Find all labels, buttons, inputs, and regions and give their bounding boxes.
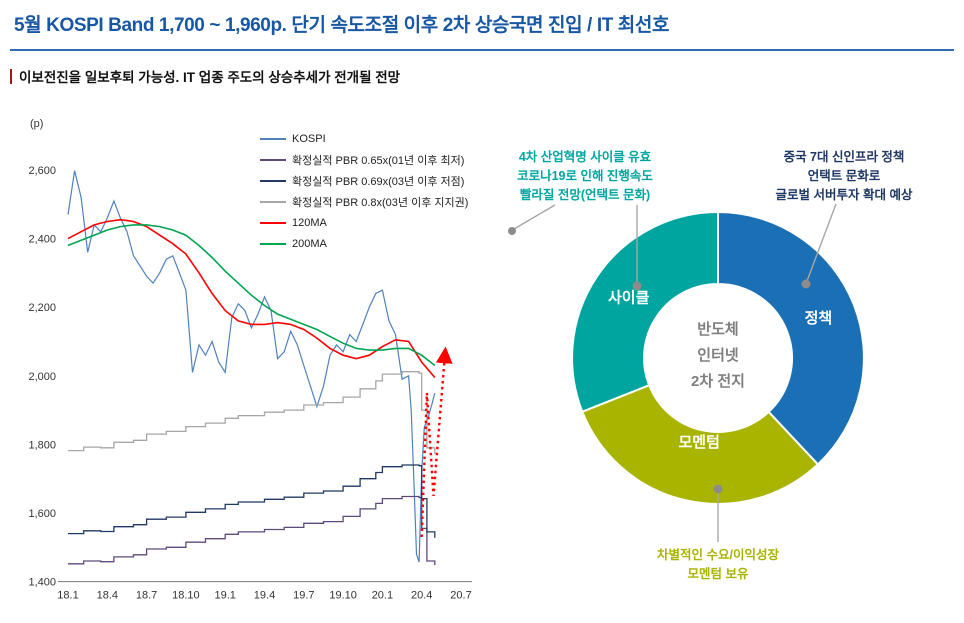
annotation-policy: 중국 7대 신인프라 정책 언택트 문화로 글로벌 서버투자 확대 예상 [775, 150, 913, 202]
series-line-1 [68, 495, 436, 566]
x-tick-label: 19.1 [214, 590, 235, 602]
donut-segment-label-momentum: 모멘텀 [678, 433, 719, 451]
x-tick-label: 18.1 [57, 590, 78, 602]
legend-label: 확정실적 PBR 0.8x(03년 이후 지지권) [292, 196, 469, 209]
leader-dot-cycle [632, 281, 642, 291]
subtitle-row: 이보전진을 일보후퇴 가능성. IT 업종 주도의 상승추세가 전개될 전망 [10, 66, 400, 86]
donut-segment-label-cycle: 사이클 [608, 289, 650, 306]
y-tick-label: 1,800 [28, 439, 56, 451]
x-tick-label: 20.7 [450, 590, 471, 602]
legend-label: 확정실적 PBR 0.69x(03년 이후 저점) [292, 175, 465, 188]
leader-line-policy [806, 203, 837, 282]
x-tick-label: 20.1 [372, 590, 393, 602]
donut-segment-cycle [571, 210, 719, 413]
subtitle-accent-bar [10, 68, 12, 84]
series-line-5 [67, 224, 436, 367]
y-tick-label: 2,200 [28, 302, 56, 314]
x-tick-label: 19.4 [254, 590, 275, 602]
legend-swatch [260, 242, 286, 245]
legend-item: 200MA [260, 233, 468, 254]
leader-dot-policy [801, 279, 811, 289]
donut-segment-policy [717, 210, 865, 466]
leader-dot-cycle-left [508, 227, 516, 235]
leader-dot-momentum [713, 484, 723, 494]
y-tick-label: 2,400 [28, 234, 56, 246]
legend-label: 확정실적 PBR 0.65x(01년 이후 최저) [292, 154, 465, 167]
leader-line-cycle-left [513, 204, 556, 230]
series-line-3 [68, 371, 436, 454]
legend-item: KOSPI [260, 128, 468, 149]
x-tick-label: 18.7 [136, 590, 157, 602]
legend-label: 200MA [292, 237, 327, 250]
page-title: 5월 KOSPI Band 1,700 ~ 1,960p. 단기 속도조절 이후… [14, 15, 670, 36]
y-tick-label: 1,400 [28, 577, 56, 589]
x-tick-label: 19.7 [293, 590, 314, 602]
legend-swatch [260, 137, 286, 140]
series-line-0 [67, 170, 436, 563]
kospi-line-chart-panel: (p) 2,600 2,400 2,200 2,000 1,800 1,600 1,400 1… [10, 112, 510, 617]
x-tick-label: 18.4 [97, 590, 118, 602]
legend-item: 확정실적 PBR 0.65x(01년 이후 최저) [260, 149, 468, 170]
rebound-arrow [420, 346, 453, 538]
legend-item: 120MA [260, 212, 468, 233]
legend-swatch [260, 221, 286, 224]
y-tick-label: 2,600 [28, 165, 56, 177]
legend-swatch [260, 200, 286, 203]
donut-segment-label-policy: 정책 [805, 309, 833, 327]
legend-swatch [260, 158, 286, 161]
x-tick-label: 19.10 [329, 590, 357, 602]
annotation-cycle: 4차 산업혁명 사이클 유효 코로나19로 인해 진행속도 빨라질 전망(언택트… [517, 150, 653, 202]
subtitle: 이보전진을 일보후퇴 가능성. IT 업종 주도의 상승추세가 전개될 전망 [19, 70, 401, 85]
title-divider [10, 49, 954, 51]
donut-center-label: 반도체 인터넷 2차 전지 [691, 321, 745, 390]
series-line-2 [68, 464, 436, 538]
y-tick-label: 1,600 [28, 508, 56, 520]
x-tick-label: 18.10 [172, 590, 200, 602]
legend-label: KOSPI [292, 132, 326, 145]
chart-legend: KOSPI 확정실적 PBR 0.65x(01년 이후 최저) 확정실적 PBR 0… [260, 128, 468, 254]
y-axis-unit-label: (p) [30, 118, 44, 130]
series-line-4 [67, 218, 436, 379]
x-tick-label: 20.4 [411, 590, 432, 602]
legend-item: 확정실적 PBR 0.8x(03년 이후 지지권) [260, 191, 468, 212]
annotation-momentum: 차별적인 수요/이익성장 모멘텀 보유 [657, 548, 779, 581]
legend-swatch [260, 179, 286, 182]
y-tick-label: 2,000 [28, 371, 56, 383]
donut-segment-momentum [581, 383, 820, 505]
legend-item: 확정실적 PBR 0.69x(03년 이후 저점) [260, 170, 468, 191]
legend-label: 120MA [292, 216, 327, 229]
